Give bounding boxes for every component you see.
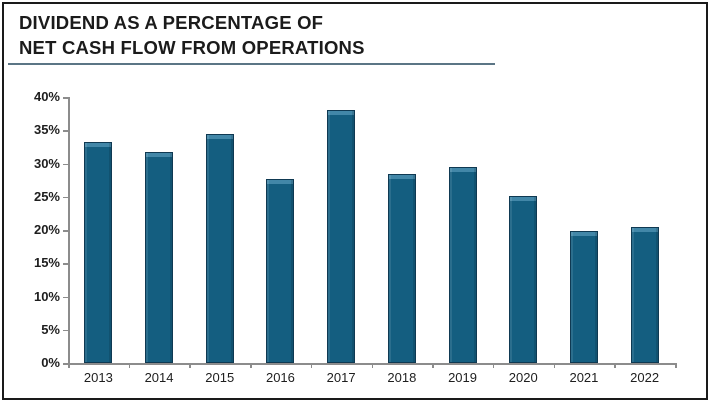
y-tick-label: 10% [33, 288, 60, 304]
y-axis-tick [63, 263, 68, 265]
x-axis-tick [68, 363, 70, 368]
y-tick-label: 15% [33, 255, 60, 271]
chart-title-line1: DIVIDEND AS A PERCENTAGE OF [19, 12, 324, 33]
y-axis-tick [63, 163, 68, 165]
x-tick-label: 2019 [448, 370, 477, 385]
y-axis-tick [63, 130, 68, 132]
y-tick-label: 30% [33, 155, 60, 171]
bar-2014 [145, 151, 174, 363]
y-axis-tick [63, 296, 68, 298]
y-axis-tick [63, 196, 68, 199]
x-axis-tick [492, 363, 495, 368]
x-tick-label: 2021 [569, 370, 599, 385]
y-axis-tick [63, 230, 68, 232]
chart-title-line2: NET CASH FLOW FROM OPERATIONS [19, 37, 365, 58]
y-axis-tick [63, 363, 68, 365]
y-axis-tick [63, 329, 68, 332]
bar-2013 [84, 141, 113, 363]
x-axis-tick [432, 363, 434, 368]
x-axis-tick [189, 363, 191, 368]
bar-2015 [205, 134, 234, 363]
x-tick-label: 2014 [144, 370, 174, 385]
x-axis-tick [310, 363, 313, 368]
x-axis-tick [614, 363, 616, 368]
x-tick-label: 2015 [205, 370, 235, 385]
x-tick-label: 2018 [387, 370, 417, 385]
x-tick-label: 2017 [326, 370, 356, 385]
y-tick-label: 5% [41, 321, 60, 337]
title-underline [8, 63, 495, 65]
bar-chart-plot: 0% 5% 10% 15% 20% 25% 30% 35% 40% 2013 2014 2015 201… [4, 4, 706, 398]
bar-2017 [327, 110, 356, 363]
bar-2021 [569, 231, 598, 363]
bar-2020 [509, 196, 538, 363]
x-tick-label: 2022 [630, 370, 660, 385]
y-tick-label: 35% [33, 122, 60, 138]
x-axis-tick [371, 363, 373, 368]
y-tick-label: 20% [33, 222, 60, 237]
x-axis-tick [250, 363, 252, 368]
x-tick-label: 2016 [265, 370, 295, 385]
y-tick-label: 40% [33, 89, 60, 104]
bar-2022 [630, 226, 659, 363]
y-axis-tick [63, 97, 68, 99]
x-axis-tick [675, 363, 677, 368]
x-tick-label: 2013 [83, 370, 113, 385]
y-tick-label: 25% [33, 188, 60, 204]
chart-title: DIVIDEND AS A PERCENTAGE OF NET CASH FLO… [19, 10, 365, 60]
y-axis-line [68, 97, 70, 363]
bar-2019 [448, 167, 477, 363]
x-axis-tick [128, 363, 131, 368]
x-tick-label: 2020 [508, 370, 538, 385]
x-axis-tick [553, 363, 556, 368]
bar-2016 [266, 178, 295, 363]
bar-2018 [387, 174, 416, 363]
y-tick-label: 0% [41, 355, 60, 370]
